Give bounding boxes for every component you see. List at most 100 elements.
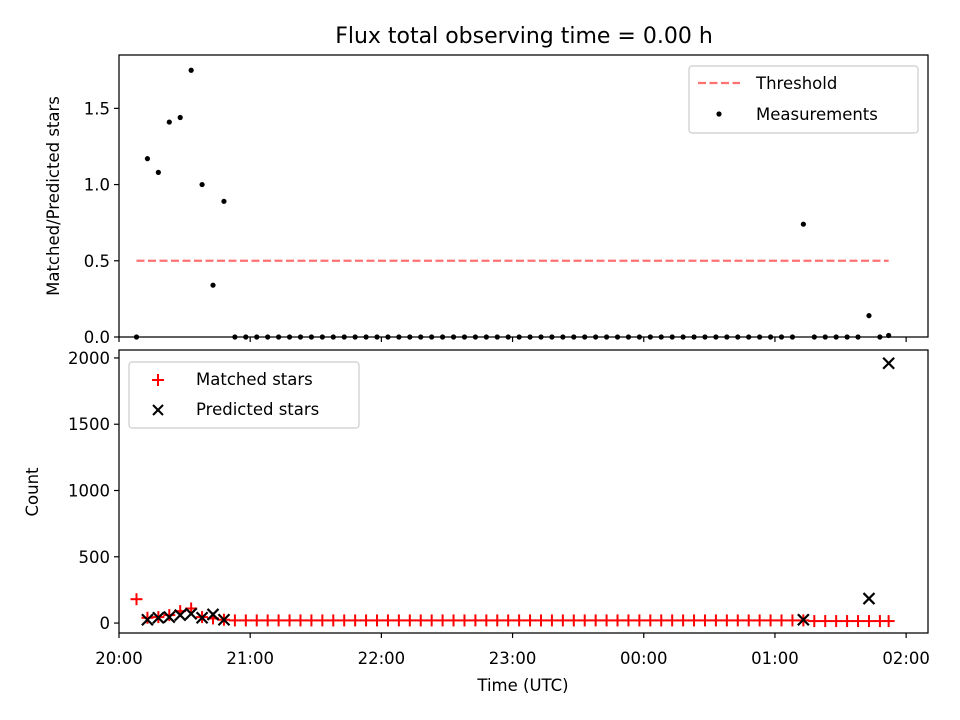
top-y-axis-label: Matched/Predicted stars [44, 96, 63, 296]
legend-predicted-swatch [152, 404, 164, 416]
matched-star-point [381, 614, 394, 627]
y-tick-label: 1.0 [84, 176, 110, 195]
measurement-point [177, 114, 183, 121]
matched-star-point [524, 614, 537, 627]
matched-star-point [655, 614, 668, 627]
predicted-star-point [195, 611, 209, 625]
matched-star-point [622, 614, 635, 627]
measurement-point [866, 313, 872, 319]
matched-star-point [228, 614, 241, 627]
matched-star-point [742, 614, 755, 627]
measurement-point [800, 221, 806, 227]
matched-star-point [731, 614, 744, 627]
matched-star-point [239, 614, 252, 627]
y-tick-label: 2000 [68, 349, 110, 368]
matched-star-point [841, 615, 854, 628]
predicted-star-point [141, 613, 154, 627]
matched-star-point [666, 614, 679, 627]
matched-star-point [545, 614, 558, 627]
predicted-star-point [163, 610, 176, 624]
matched-star-point [862, 615, 875, 628]
matched-star-point [644, 614, 657, 627]
matched-star-point [589, 614, 602, 627]
bottom-panel: 0 500 1000 1500 2000 20:00 21:00 22:00 23:00 00:0… [23, 349, 930, 695]
matched-star-point [305, 614, 318, 627]
matched-star-point [882, 615, 895, 628]
y-tick-label: 1000 [68, 482, 110, 501]
matched-star-point [753, 614, 766, 627]
measurement-point [155, 169, 161, 175]
predicted-star-point [152, 611, 165, 625]
matched-star-point [775, 614, 788, 627]
matched-star-point [491, 614, 504, 627]
top-plot-frame [118, 54, 929, 338]
matched-star-point [677, 614, 690, 627]
y-tick-label: 1500 [68, 415, 110, 434]
x-tick-label: 01:00 [751, 649, 799, 668]
matched-star-point [163, 609, 176, 622]
legend-matched-swatch [152, 374, 164, 386]
matched-star-point [852, 615, 865, 628]
predicted-star-point [184, 607, 198, 621]
matched-star-point [534, 614, 547, 627]
x-tick-label: 23:00 [489, 649, 537, 668]
matched-star-point [600, 614, 613, 627]
matched-star-point [786, 614, 799, 627]
matched-star-point [294, 614, 307, 627]
y-tick-label: 500 [79, 548, 111, 567]
matched-star-point [578, 614, 591, 627]
top-panel: 0.0 0.5 1.0 1.5 Matched/Predicted stars Thr… [44, 54, 929, 347]
measurement-point [188, 67, 194, 73]
matched-star-point [447, 614, 460, 627]
matched-star-point [392, 614, 405, 627]
measurement-point [221, 198, 227, 204]
measurement-point [144, 156, 151, 162]
legend-predicted-label: Predicted stars [196, 400, 319, 419]
top-legend: Threshold Measurements [688, 65, 919, 134]
bottom-data-layer [130, 356, 895, 628]
legend-measurements-swatch [716, 111, 722, 117]
matched-star-point [250, 614, 263, 627]
predicted-star-point [173, 608, 187, 622]
predicted-star-point [882, 356, 895, 370]
matched-star-point [130, 593, 143, 606]
matched-star-point [502, 614, 515, 627]
chart-title: Flux total observing time = 0.00 h [335, 24, 713, 49]
matched-star-point [808, 615, 821, 628]
matched-star-point [371, 614, 384, 627]
predicted-star-point [206, 608, 220, 621]
matched-star-point [272, 614, 285, 627]
matched-star-point [469, 614, 482, 627]
y-tick-label: 0.5 [84, 252, 110, 271]
matched-star-point [480, 614, 493, 627]
matched-star-point [830, 615, 843, 628]
measurement-point [210, 282, 216, 288]
bottom-ticks: 0 500 1000 1500 2000 20:00 21:00 22:00 23:00 00:0… [68, 349, 930, 668]
matched-star-point [458, 614, 471, 627]
x-tick-label: 22:00 [358, 649, 406, 668]
matched-star-point [349, 614, 362, 627]
matched-star-point [141, 611, 154, 624]
y-tick-label: 1.5 [84, 99, 110, 118]
measurement-point [199, 181, 205, 188]
x-tick-label: 02:00 [882, 649, 930, 668]
matched-star-point [436, 614, 449, 627]
matched-star-point [819, 615, 832, 628]
predicted-star-point [797, 613, 810, 627]
legend-threshold-label: Threshold [755, 74, 837, 93]
x-tick-label: 21:00 [226, 649, 274, 668]
legend-matched-label: Matched stars [196, 370, 313, 389]
x-axis-label: Time (UTC) [476, 676, 568, 695]
matched-star-point [764, 614, 777, 627]
matched-star-point [513, 614, 526, 627]
matched-star-point [720, 614, 733, 627]
matched-star-point [688, 614, 701, 627]
measurement-point [166, 119, 172, 125]
matched-star-point [567, 614, 580, 627]
matched-star-point [360, 614, 373, 627]
y-tick-label: 0.0 [84, 328, 110, 347]
bottom-legend: Matched stars Predicted stars [128, 361, 360, 429]
matched-star-point [338, 614, 351, 627]
bottom-legend-box [128, 361, 360, 429]
